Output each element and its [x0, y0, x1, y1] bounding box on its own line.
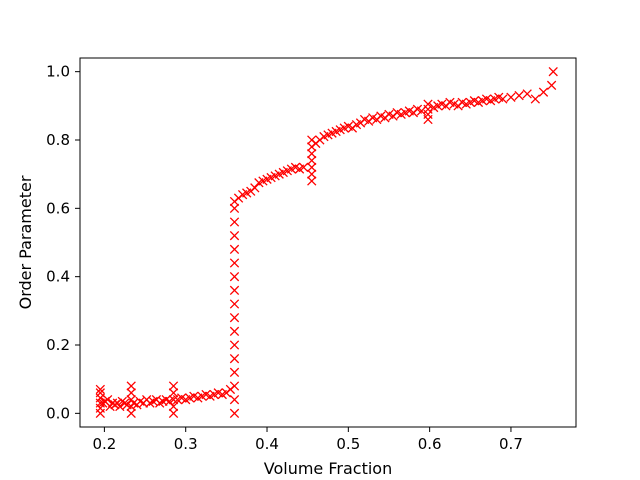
data-points [95, 67, 558, 418]
data-point-marker [506, 92, 516, 102]
data-point-marker [307, 162, 317, 172]
data-point-marker [229, 244, 240, 254]
data-point-marker [229, 231, 240, 241]
data-point-marker [229, 340, 240, 350]
data-point-marker [229, 285, 240, 295]
data-point-marker [538, 87, 549, 97]
data-point-marker [168, 395, 179, 405]
data-point-marker [298, 162, 309, 172]
x-tick-label: 0.2 [92, 435, 116, 453]
data-point-marker [229, 203, 240, 213]
data-point-marker [530, 94, 541, 104]
y-tick-label: 0.0 [46, 404, 70, 422]
x-tick-label: 0.5 [336, 435, 360, 453]
data-point-marker [229, 258, 240, 268]
x-axis-label: Volume Fraction [264, 459, 392, 478]
y-tick-label: 0.4 [46, 268, 70, 286]
data-point-marker [229, 272, 240, 282]
x-tick-label: 0.3 [174, 435, 198, 453]
data-point-marker [250, 183, 260, 193]
data-point-marker [229, 367, 240, 377]
data-point-marker [229, 395, 240, 405]
data-point-marker [423, 99, 433, 109]
y-tick-label: 0.8 [46, 131, 70, 149]
data-point-marker [229, 408, 240, 418]
x-tick-label: 0.4 [255, 435, 279, 453]
y-axis-label: Order Parameter [16, 175, 35, 309]
data-point-marker [229, 354, 240, 364]
data-point-marker [126, 408, 136, 418]
x-tick-label: 0.7 [499, 435, 523, 453]
data-point-marker [229, 313, 240, 323]
data-point-marker [307, 176, 317, 186]
data-point-marker [229, 217, 240, 227]
data-point-marker [95, 384, 105, 395]
y-tick-label: 0.6 [46, 199, 70, 217]
data-point-marker [168, 401, 179, 412]
y-tick-label: 1.0 [46, 63, 70, 81]
data-point-marker [102, 395, 113, 405]
data-point-marker [115, 401, 125, 412]
data-point-marker [229, 326, 240, 336]
data-point-marker [514, 90, 524, 101]
data-point-marker [95, 388, 105, 398]
x-axis-ticks: 0.2 0.3 0.4 0.5 0.6 0.7 [92, 427, 523, 453]
data-point-marker [168, 381, 179, 391]
data-point-marker [546, 80, 557, 90]
data-point-marker [126, 388, 136, 398]
data-point-marker [522, 89, 532, 99]
data-point-marker [307, 149, 317, 159]
data-point-marker [229, 381, 240, 391]
data-point-marker [307, 169, 317, 179]
data-point-marker [168, 388, 179, 398]
plot-frame [79, 57, 577, 428]
data-point-marker [168, 408, 179, 418]
x-tick-label: 0.6 [418, 435, 442, 453]
y-axis-ticks: 0.0 0.2 0.4 0.6 0.8 1.0 [46, 63, 80, 422]
data-point-marker [126, 381, 136, 391]
data-point-marker [498, 94, 508, 104]
data-point-marker [548, 67, 558, 77]
data-point-marker [229, 299, 240, 309]
y-tick-label: 0.2 [46, 336, 70, 354]
data-point-marker [307, 155, 317, 166]
